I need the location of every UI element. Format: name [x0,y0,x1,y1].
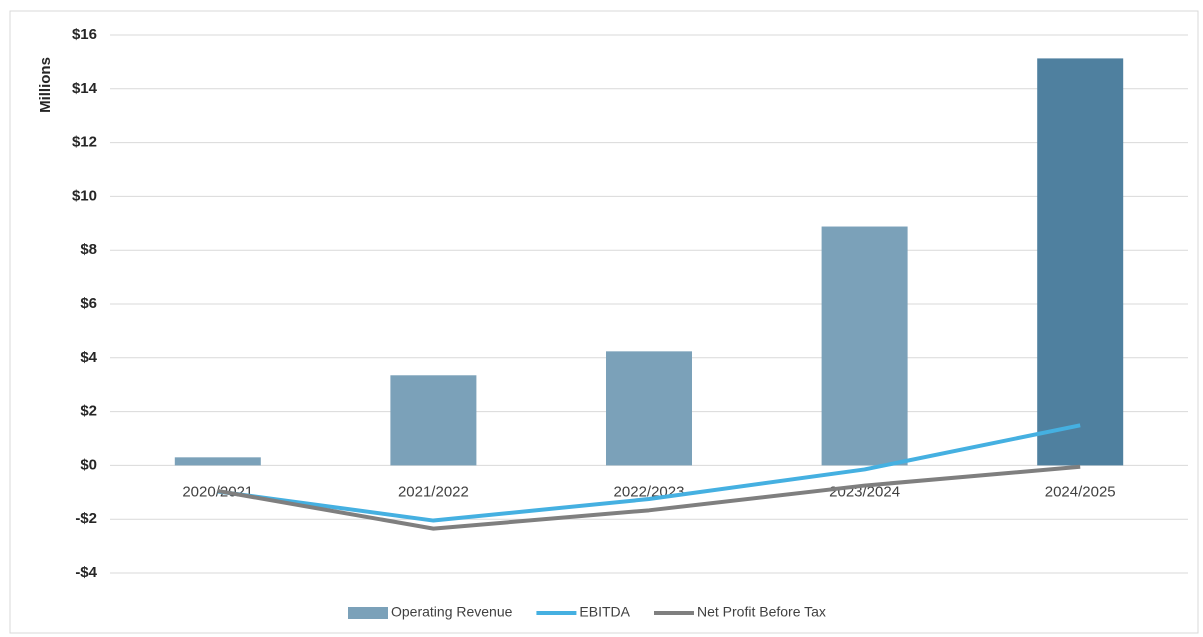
bar [821,226,908,466]
x-tick-label: 2021/2022 [398,483,469,500]
y-tick-label: $2 [80,403,97,420]
y-tick-label: $8 [80,241,97,258]
y-tick-label: $10 [72,187,97,204]
line-series [217,423,1081,523]
line-series [217,464,1081,531]
bar [174,457,261,466]
y-tick-label: $14 [72,80,98,97]
legend-label: Operating Revenue [391,604,513,620]
x-tick-label: 2024/2025 [1045,483,1116,500]
y-axis-label: Millions [37,57,54,113]
y-tick-label: $6 [80,295,97,312]
y-tick-label: -$2 [75,510,97,527]
bar [606,351,692,466]
legend-label: EBITDA [579,604,630,620]
y-tick-label: $16 [72,26,97,43]
chart-border [9,10,1199,634]
legend-label: Net Profit Before Tax [697,604,826,620]
y-tick-label: -$4 [75,564,97,581]
legend-swatch [348,607,388,619]
bar [1037,58,1124,466]
y-tick-label: $4 [80,349,97,366]
y-tick-label: $0 [80,456,97,473]
bar [390,375,477,466]
y-tick-label: $12 [72,134,97,151]
